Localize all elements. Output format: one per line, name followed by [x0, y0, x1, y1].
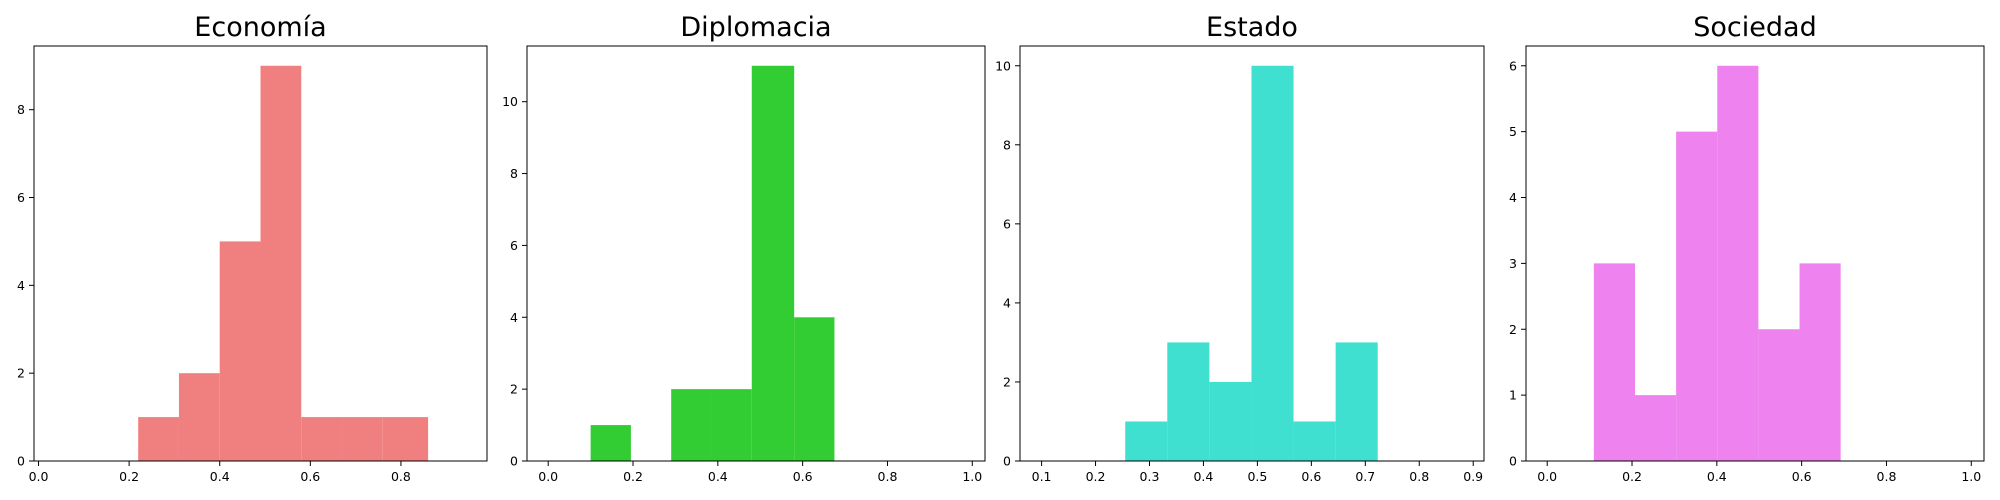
y-tick-label: 5	[1509, 124, 1517, 139]
histogram-bar	[1634, 395, 1677, 461]
y-tick-label: 10	[995, 58, 1011, 73]
y-tick-label: 10	[502, 94, 518, 109]
histogram-bar	[219, 241, 261, 461]
histogram-bar	[382, 417, 429, 461]
x-tick-label: 0.0	[29, 469, 49, 484]
y-tick-label: 4	[1003, 295, 1011, 310]
y-tick-label: 2	[1003, 374, 1011, 389]
x-tick-label: 1.0	[1961, 469, 1981, 484]
x-tick-label: 0.8	[878, 469, 898, 484]
x-tick-label: 0.7	[1355, 469, 1375, 484]
x-tick-label: 0.3	[1140, 469, 1160, 484]
histogram-bar	[1593, 263, 1635, 461]
x-tick-label: 0.4	[1707, 469, 1727, 484]
chart-title: Economía	[194, 12, 326, 43]
x-tick-label: 0.8	[391, 469, 411, 484]
y-tick-label: 6	[1003, 216, 1011, 231]
y-tick-label: 0	[1509, 454, 1517, 469]
chart-panel-3: 0.1 0.2 0.3 0.4 0.5 0.6 0.7 0.8 0.9 0 2 4 6 8 10 Estado	[995, 12, 1485, 484]
chart-panel-1: 0.0 0.2 0.4 0.6 0.8 0 2 4 6 8 Economía	[17, 12, 488, 484]
chart-title: Diplomacia	[680, 12, 831, 43]
histogram-bar	[751, 65, 795, 461]
x-tick-label: 0.4	[708, 469, 728, 484]
histogram-bar	[590, 425, 631, 461]
plot-frame	[33, 45, 488, 462]
histogram-bar	[342, 417, 383, 461]
histogram-bar	[1676, 131, 1718, 461]
chart-title: Sociedad	[1693, 12, 1816, 43]
chart-title: Estado	[1206, 12, 1298, 43]
y-tick-label: 3	[1509, 256, 1517, 271]
x-tick-label: 0.6	[300, 469, 320, 484]
histogram-bar	[301, 417, 343, 461]
y-tick-label: 2	[1509, 322, 1517, 337]
plot-frame	[1019, 45, 1485, 462]
y-tick-label: 4	[17, 278, 25, 293]
histogram-bar	[1293, 421, 1336, 461]
y-tick-label: 8	[17, 102, 25, 117]
histogram-bar	[138, 417, 179, 461]
x-tick-label: 0.0	[538, 469, 558, 484]
histogram-bar	[1167, 342, 1210, 461]
y-tick-label: 0	[17, 454, 25, 469]
y-tick-label: 4	[510, 310, 518, 325]
histogram-bar	[1251, 65, 1294, 461]
histogram-bar	[671, 389, 712, 461]
x-tick-label: 0.9	[1463, 469, 1483, 484]
chart-panel-4: 0.0 0.2 0.4 0.6 0.8 1.0 0 1 2 3 4 5 6 Sociedad	[1509, 12, 1985, 484]
y-tick-label: 2	[510, 382, 518, 397]
y-tick-label: 6	[510, 238, 518, 253]
x-tick-label: 0.0	[1537, 469, 1557, 484]
histogram-bar	[794, 317, 835, 461]
x-tick-label: 0.4	[210, 469, 230, 484]
x-tick-label: 0.5	[1247, 469, 1267, 484]
x-tick-label: 0.6	[1301, 469, 1321, 484]
plot-frame	[1525, 45, 1985, 462]
histogram-bar	[1125, 421, 1168, 461]
x-tick-label: 0.8	[1409, 469, 1429, 484]
x-tick-label: 0.6	[1792, 469, 1812, 484]
x-tick-label: 1.0	[962, 469, 982, 484]
histogram-bar	[1335, 342, 1378, 461]
histogram-bar	[1209, 381, 1252, 461]
x-tick-label: 0.2	[623, 469, 643, 484]
chart-panel-2: 0.0 0.2 0.4 0.6 0.8 1.0 0 2 4 6 8 10 Diplomacia	[502, 12, 986, 484]
y-tick-label: 0	[510, 454, 518, 469]
y-tick-label: 8	[1003, 137, 1011, 152]
y-tick-label: 1	[1509, 388, 1517, 403]
x-tick-label: 0.2	[119, 469, 139, 484]
x-tick-label: 0.8	[1877, 469, 1897, 484]
x-tick-label: 0.4	[1193, 469, 1213, 484]
plot-frame	[526, 45, 986, 462]
x-tick-label: 0.6	[793, 469, 813, 484]
y-tick-label: 8	[510, 166, 518, 181]
y-tick-label: 4	[1509, 190, 1517, 205]
histogram-bar	[178, 373, 220, 461]
x-tick-label: 0.1	[1032, 469, 1052, 484]
histogram-bar	[711, 389, 752, 461]
x-tick-label: 0.2	[1622, 469, 1642, 484]
histogram-bar	[1799, 263, 1841, 461]
histogram-bar	[1758, 329, 1800, 461]
histogram-bar	[260, 65, 302, 461]
x-tick-label: 0.2	[1086, 469, 1106, 484]
y-tick-label: 2	[17, 366, 25, 381]
y-tick-label: 6	[1509, 58, 1517, 73]
histogram-bar	[1717, 65, 1759, 461]
y-tick-label: 6	[17, 190, 25, 205]
y-tick-label: 0	[1003, 454, 1011, 469]
